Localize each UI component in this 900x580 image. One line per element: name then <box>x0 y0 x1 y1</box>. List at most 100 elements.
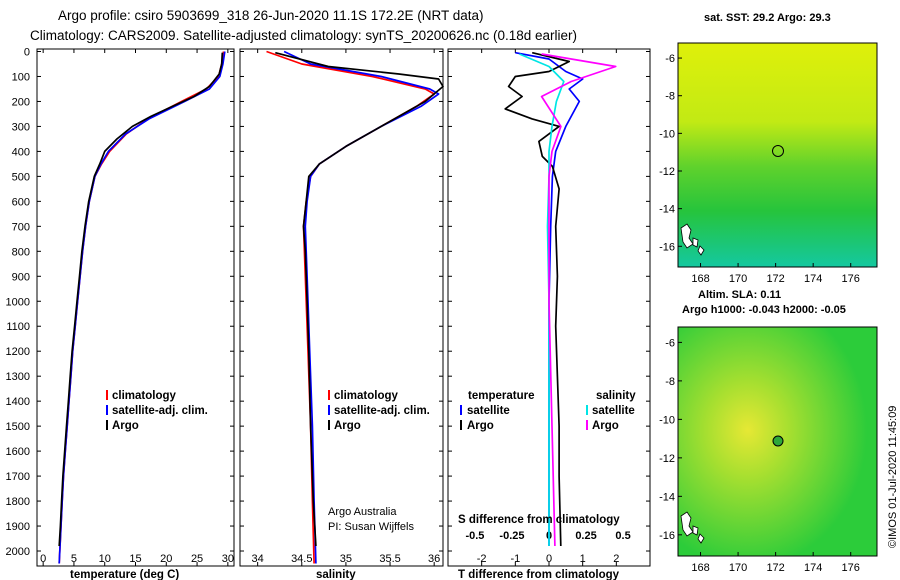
difference-ticks: -2 -1 0 1 2-0.5 -0.25 0 0.25 0.5 <box>448 49 650 566</box>
series-argo <box>58 52 224 547</box>
depth-tick-label: 400 <box>12 146 30 158</box>
sst-argo-position <box>772 145 784 157</box>
x-tick-label: 10 <box>99 553 111 565</box>
map-y-tick-label: -14 <box>659 491 675 503</box>
x-tick-label: 0 <box>40 553 46 565</box>
temperature-xlabel: temperature (deg C) <box>70 569 179 580</box>
map-y-tick-label: -16 <box>659 241 675 253</box>
sla-argo-position <box>772 435 784 447</box>
sla-map: Altim. SLA: 0.11 Argo h1000: -0.043 h200… <box>659 289 878 574</box>
salinity-lines <box>266 50 444 564</box>
temperature-lines <box>58 51 226 564</box>
legend-satellite: satellite-adj. clim. <box>334 405 430 417</box>
x-tick-label: 5 <box>71 553 77 565</box>
title-line-2: Climatology: CARS2009. Satellite-adjuste… <box>30 28 577 43</box>
temperature-ticks: 0 5 10 15 20 25 30 <box>37 49 234 566</box>
legend-s-satellite: satellite <box>592 405 635 417</box>
legend-t-argo: Argo <box>467 420 494 432</box>
map-y-tick-label: -12 <box>659 453 675 465</box>
map-y-tick-label: -6 <box>665 337 675 349</box>
difference-legend: temperature salinity satellite Argo sate… <box>460 390 636 432</box>
legend-satellite: satellite-adj. clim. <box>112 405 208 417</box>
x-tick-label: 34 <box>252 553 264 565</box>
salinity-legend: climatology satellite-adj. clim. Argo <box>328 390 430 432</box>
series-climatology <box>58 51 225 564</box>
legend-t-satellite: satellite <box>467 405 510 417</box>
map-x-tick-label: 172 <box>766 273 784 285</box>
x-tick-label: 36 <box>428 553 440 565</box>
depth-tick-label: 200 <box>12 96 30 108</box>
legend-climatology: climatology <box>334 390 399 402</box>
difference-xlabel: T difference from climatology <box>458 569 620 580</box>
title-line-1: Argo profile: csiro 5903699_318 26-Jun-2… <box>58 8 484 23</box>
x-tick-label-top: -0.25 <box>499 530 524 542</box>
depth-tick-label: 1500 <box>6 421 30 433</box>
series-t-argo <box>504 51 571 547</box>
series-satellite-adj-clim- <box>58 51 226 564</box>
legend-temperature-head: temperature <box>468 390 534 402</box>
depth-tick-label: 1100 <box>6 321 30 333</box>
sst-islands <box>680 223 705 256</box>
x-tick-label-top: 0.5 <box>615 530 630 542</box>
legend-argo: Argo <box>334 420 361 432</box>
agency-label: Argo Australia <box>328 506 397 518</box>
x-tick-label: 35.5 <box>379 553 400 565</box>
sst-map-ticks: 168 170 172 174 176 -6 -8 -10 -12 -14 -16 <box>659 53 860 285</box>
island <box>692 525 699 536</box>
map-y-tick-label: -10 <box>659 128 675 140</box>
map-x-tick-label: 168 <box>691 273 709 285</box>
temperature-panel: 0 5 10 15 20 25 30 temperature (deg C) climato… <box>36 48 235 580</box>
map-y-tick-label: -12 <box>659 166 675 178</box>
x-tick-label: 1 <box>580 553 586 565</box>
difference-xlabel-top: S difference from climatology <box>458 514 620 526</box>
map-x-tick-label: 172 <box>766 562 784 574</box>
sst-map-title: sat. SST: 29.2 Argo: 29.3 <box>704 12 831 24</box>
map-y-tick-label: -14 <box>659 204 675 216</box>
x-tick-label: 35 <box>340 553 352 565</box>
island <box>697 533 705 544</box>
depth-axis: 0 100 200 300 400 500 600 700 800 900 1000 1100 1200… <box>6 46 30 558</box>
island <box>680 511 694 537</box>
legend-salinity-head: salinity <box>596 390 636 402</box>
map-x-tick-label: 174 <box>804 562 822 574</box>
x-tick-label: 34.5 <box>291 553 312 565</box>
map-x-tick-label: 176 <box>842 562 860 574</box>
island <box>692 237 699 248</box>
series-argo <box>275 51 444 547</box>
x-tick-label: 0 <box>546 553 552 565</box>
sst-map: sat. SST: 29.2 Argo: 29.3 168 170 172 174 17… <box>659 12 878 285</box>
depth-tick-label: 1400 <box>6 396 30 408</box>
depth-tick-label: 2000 <box>6 546 30 558</box>
x-tick-label: 20 <box>160 553 172 565</box>
legend-argo: Argo <box>112 420 139 432</box>
depth-tick-label: 100 <box>12 71 30 83</box>
depth-tick-label: 300 <box>12 121 30 133</box>
map-x-tick-label: 170 <box>729 562 747 574</box>
sla-map-ticks: 168 170 172 174 176 -6 -8 -10 -12 -14 -16 <box>659 337 860 574</box>
island <box>697 245 705 256</box>
imos-stamp: ©IMOS 01-Jul-2020 11:45:09 <box>887 406 899 548</box>
x-tick-label: -1 <box>510 553 520 565</box>
x-tick-label: 25 <box>191 553 203 565</box>
map-x-tick-label: 174 <box>804 273 822 285</box>
depth-tick-label: 1300 <box>6 371 30 383</box>
legend-climatology: climatology <box>112 390 177 402</box>
island <box>680 223 694 249</box>
difference-lines <box>504 51 617 547</box>
depth-tick-label: 900 <box>12 271 30 283</box>
salinity-panel: 34 34.5 35 35.5 36 salinity climatology sate… <box>239 48 444 580</box>
map-y-tick-label: -8 <box>665 376 675 388</box>
x-tick-label: 30 <box>222 553 234 565</box>
sla-map-title-1: Altim. SLA: 0.11 <box>698 289 781 301</box>
map-x-tick-label: 176 <box>842 273 860 285</box>
x-tick-label: 15 <box>129 553 141 565</box>
depth-tick-label: 1200 <box>6 346 30 358</box>
depth-tick-label: 1900 <box>6 521 30 533</box>
sla-islands <box>680 511 705 544</box>
x-tick-label-top: 0.25 <box>575 530 596 542</box>
depth-tick-label: 500 <box>12 171 30 183</box>
depth-tick-label: 1600 <box>6 446 30 458</box>
depth-tick-label: 700 <box>12 221 30 233</box>
salinity-ticks: 34 34.5 35 35.5 36 <box>240 49 443 566</box>
